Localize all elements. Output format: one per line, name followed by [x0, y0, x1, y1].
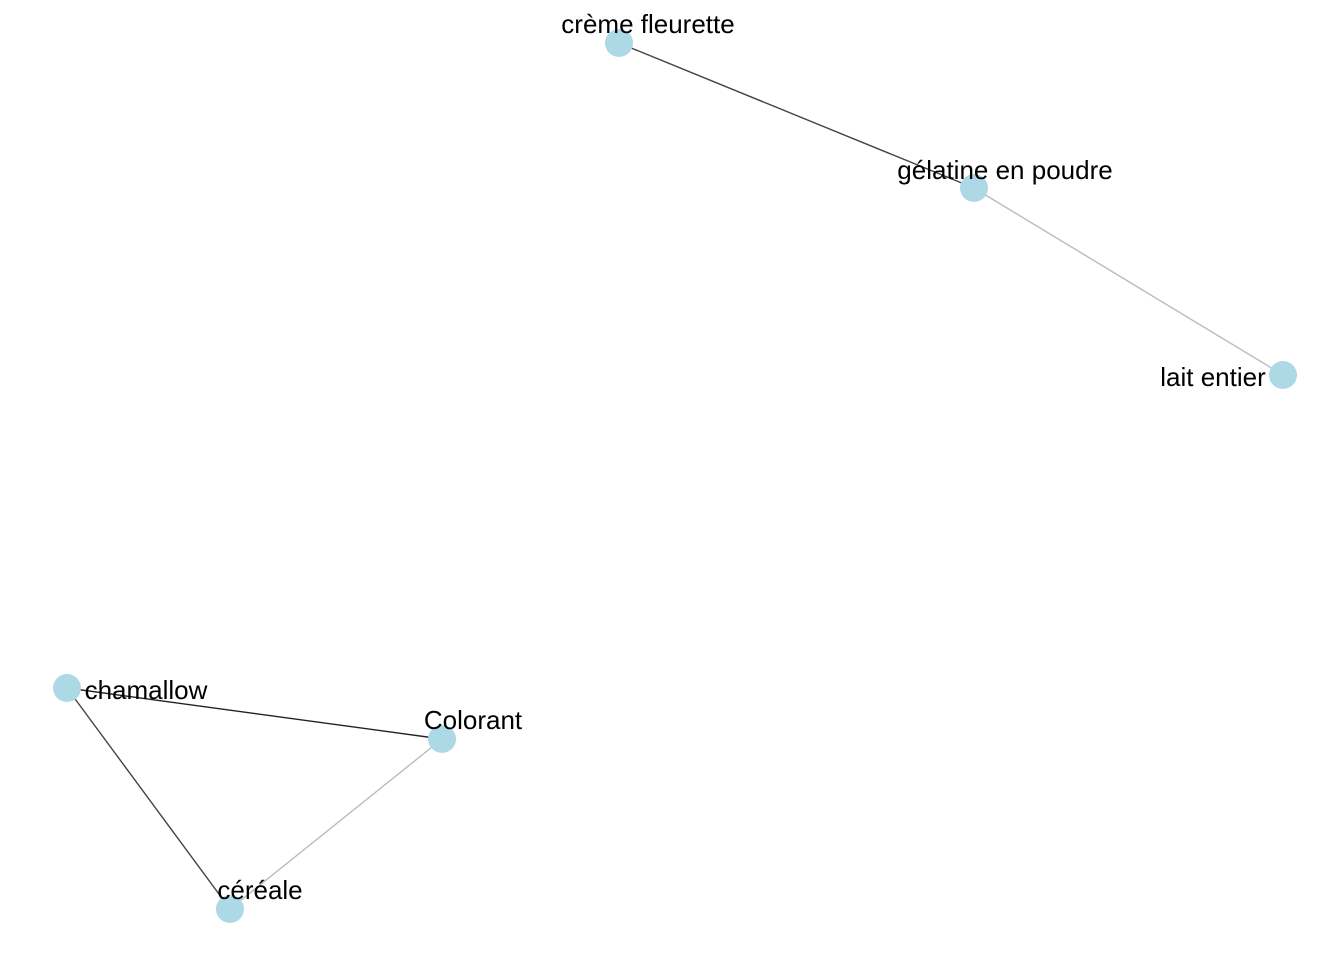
- node-cereale: [216, 895, 244, 923]
- node-label-lait: lait entier: [1160, 362, 1266, 392]
- node-label-cereale: céréale: [217, 875, 302, 905]
- edge-colorant-cereale: [229, 738, 443, 910]
- node-label-colorant: Colorant: [424, 705, 523, 735]
- node-layer: [53, 29, 1297, 923]
- node-chamallow: [53, 674, 81, 702]
- edge-creme-gelatine: [618, 42, 975, 189]
- label-layer: crème fleurette gélatine en poudre lait en…: [85, 9, 1267, 905]
- edge-chamallow-colorant: [66, 687, 443, 740]
- node-label-gelatine: gélatine en poudre: [897, 155, 1112, 185]
- node-creme: [605, 29, 633, 57]
- node-lait: [1269, 361, 1297, 389]
- node-colorant: [428, 725, 456, 753]
- node-label-chamallow: chamallow: [85, 675, 208, 705]
- edge-gelatine-lait: [973, 187, 1284, 376]
- edge-chamallow-cereale: [66, 687, 231, 910]
- node-label-creme: crème fleurette: [561, 9, 734, 39]
- node-gelatine: [960, 174, 988, 202]
- edge-layer: [66, 42, 1284, 910]
